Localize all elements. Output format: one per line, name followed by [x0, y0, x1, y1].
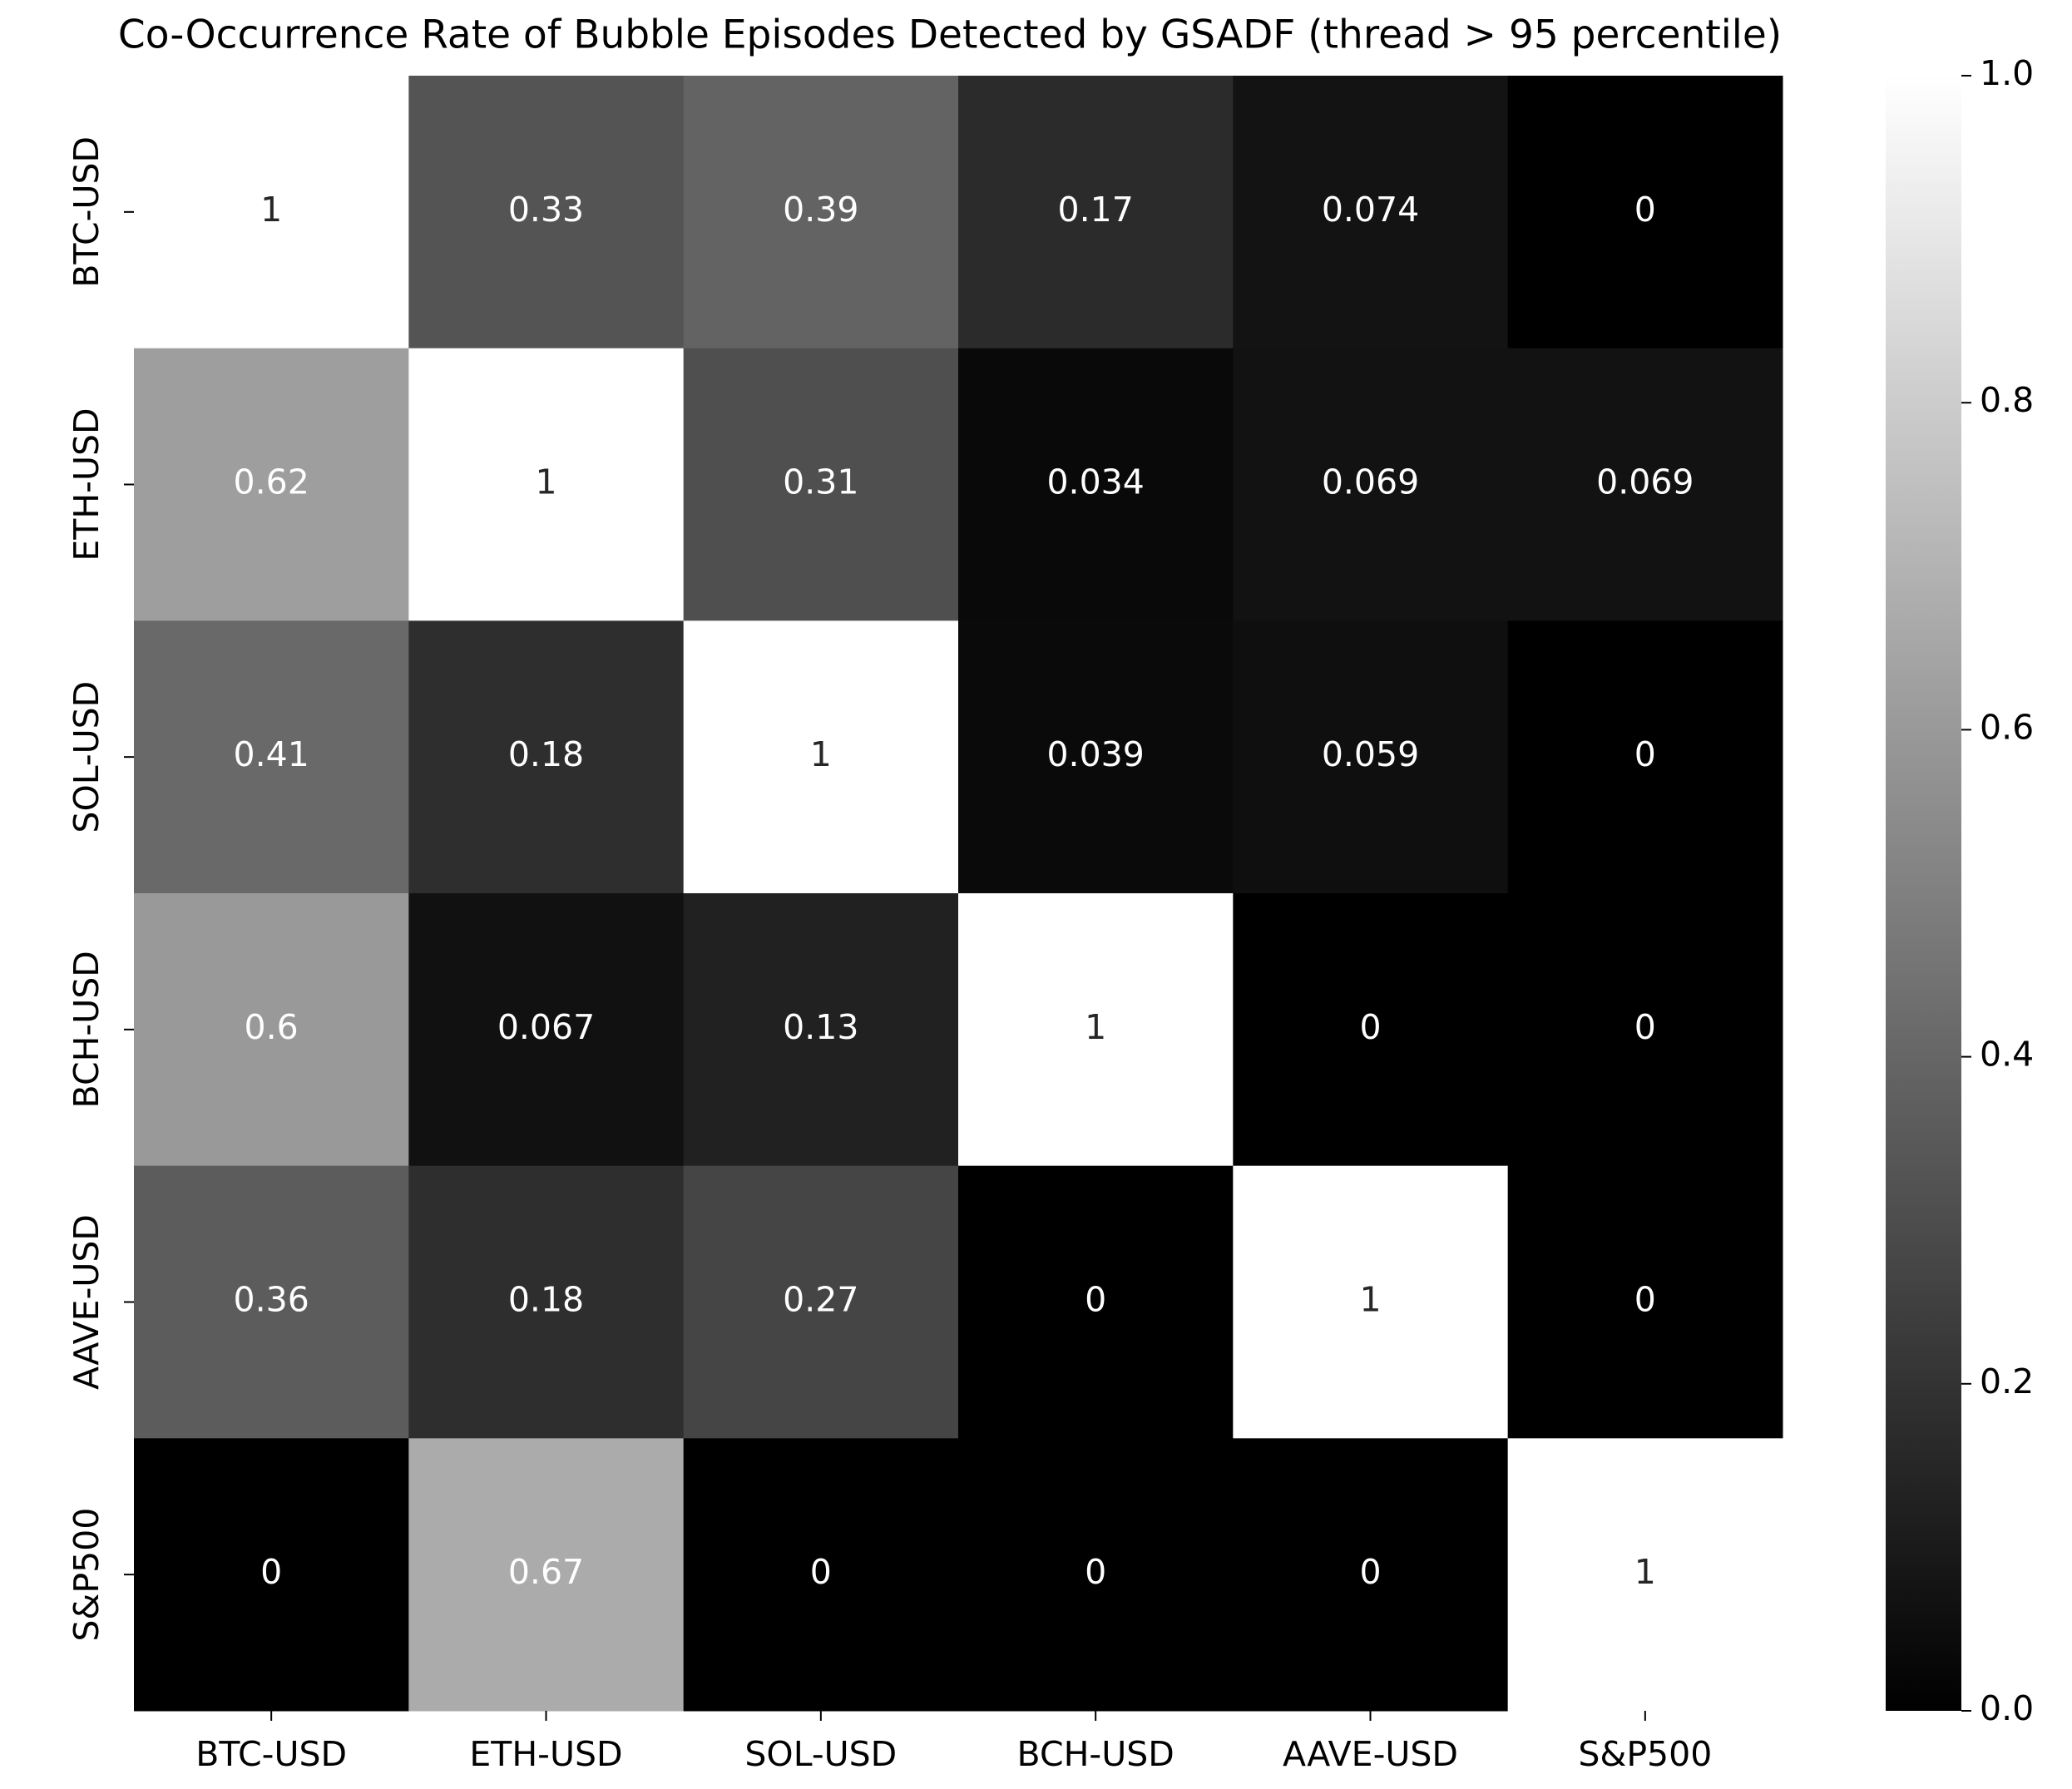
y-tick-label: BCH-USD: [67, 951, 106, 1108]
cell-label: 0: [810, 1552, 832, 1592]
cell-label: 1: [1634, 1552, 1656, 1592]
heatmap-cell: [134, 1165, 409, 1439]
heatmap-cell: [408, 348, 685, 621]
y-tick-label: S&P500: [67, 1508, 106, 1642]
cell-label: 0: [1634, 1007, 1656, 1047]
cell-label: 0.039: [1046, 734, 1144, 774]
cell-label: 0.36: [234, 1280, 309, 1320]
heatmap-cell: [134, 76, 409, 349]
cell-label: 0: [1634, 1280, 1656, 1320]
y-tick-label: SOL-USD: [67, 681, 106, 833]
cell-label: 1: [1359, 1280, 1381, 1320]
heatmap-cell: [134, 620, 409, 894]
heatmap-cell: [408, 620, 685, 894]
heatmap-cell: [408, 76, 685, 349]
heatmap-cell: [683, 76, 959, 349]
cell-label: 0.31: [783, 462, 858, 502]
y-tick-label: BTC-USD: [67, 136, 106, 288]
cell-label: 0: [1359, 1552, 1381, 1592]
x-tick-label: AAVE-USD: [1283, 1734, 1458, 1774]
cell-label: 0.39: [783, 190, 858, 230]
cell-label: 1: [535, 462, 556, 502]
x-tick-label: BCH-USD: [1017, 1734, 1174, 1774]
heatmap-cell: [134, 348, 409, 621]
x-tick-label: BTC-USD: [195, 1734, 347, 1774]
cell-label: 0: [1359, 1007, 1381, 1047]
cell-label: 1: [260, 190, 282, 230]
heatmap-cell: [1507, 1165, 1783, 1439]
heatmap-cell: [958, 1438, 1234, 1712]
cell-label: 0.62: [234, 462, 309, 502]
heatmap-cell: [408, 893, 685, 1167]
cell-label: 0.069: [1322, 462, 1419, 502]
cell-label: 0.67: [508, 1552, 584, 1592]
chart-title: Co-Occurrence Rate of Bubble Episodes De…: [118, 12, 1782, 58]
cell-label: 0.6: [245, 1007, 299, 1047]
colorbar-tick-label: 0.4: [1980, 1035, 2034, 1075]
cell-label: 1: [1085, 1007, 1106, 1047]
cell-label: 0.17: [1058, 190, 1134, 230]
cell-label: 0.18: [508, 1280, 584, 1320]
cell-label: 0: [1634, 734, 1656, 774]
colorbar-tick-label: 0.6: [1980, 707, 2034, 747]
heatmap-cell: [1233, 1165, 1509, 1439]
cell-label: 0.067: [497, 1007, 595, 1047]
heatmap-cell: [1507, 620, 1783, 894]
heatmap-cell: [683, 348, 959, 621]
heatmap-cell: [408, 1438, 685, 1712]
cell-label: 0: [1085, 1280, 1106, 1320]
colorbar-tick-label: 0.2: [1980, 1362, 2034, 1401]
heatmap-cell: [683, 893, 959, 1167]
heatmap-cell: [1507, 893, 1783, 1167]
cell-label: 0.27: [783, 1280, 858, 1320]
cell-label: 1: [810, 734, 832, 774]
heatmap-cell: [683, 1438, 959, 1712]
colorbar: [1886, 76, 1961, 1711]
cell-label: 0: [1085, 1552, 1106, 1592]
x-tick-label: S&P500: [1578, 1734, 1712, 1774]
heatmap-cell: [1233, 348, 1509, 621]
heatmap-cell: [1507, 76, 1783, 349]
heatmap-cell: [1507, 348, 1783, 621]
cell-label: 0.034: [1046, 462, 1144, 502]
y-tick-label: AAVE-USD: [67, 1214, 106, 1390]
colorbar-tick-label: 0.8: [1980, 380, 2034, 420]
cell-label: 0.074: [1322, 190, 1419, 230]
heatmap-cell: [1507, 1438, 1783, 1712]
heatmap-cell: [683, 620, 959, 894]
heatmap-cell: [958, 1165, 1234, 1439]
cell-label: 0.13: [783, 1007, 858, 1047]
cell-label: 0.41: [234, 734, 309, 774]
colorbar-tick-label: 1.0: [1980, 53, 2034, 93]
x-tick-label: ETH-USD: [469, 1734, 622, 1774]
heatmap-cell: [1233, 620, 1509, 894]
heatmap-cell: [1233, 893, 1509, 1167]
heatmap-cell: [958, 620, 1234, 894]
heatmap-cell: [958, 348, 1234, 621]
cell-label: 0.069: [1596, 462, 1694, 502]
y-tick-label: ETH-USD: [67, 408, 106, 561]
heatmap-cell: [683, 1165, 959, 1439]
heatmap-cell: [958, 893, 1234, 1167]
cell-label: 0: [1634, 190, 1656, 230]
heatmap-cell: [134, 1438, 409, 1712]
heatmap-cell: [134, 893, 409, 1167]
heatmap-cell: [408, 1165, 685, 1439]
cell-label: 0.059: [1322, 734, 1419, 774]
cell-label: 0.33: [508, 190, 584, 230]
colorbar-tick-label: 0.0: [1980, 1688, 2034, 1728]
heatmap-cell: [1233, 1438, 1509, 1712]
heatmap-cell: [1233, 76, 1509, 349]
heatmap-cell: [958, 76, 1234, 349]
cell-label: 0.18: [508, 734, 584, 774]
x-tick-label: SOL-USD: [744, 1734, 897, 1774]
cell-label: 0: [260, 1552, 282, 1592]
